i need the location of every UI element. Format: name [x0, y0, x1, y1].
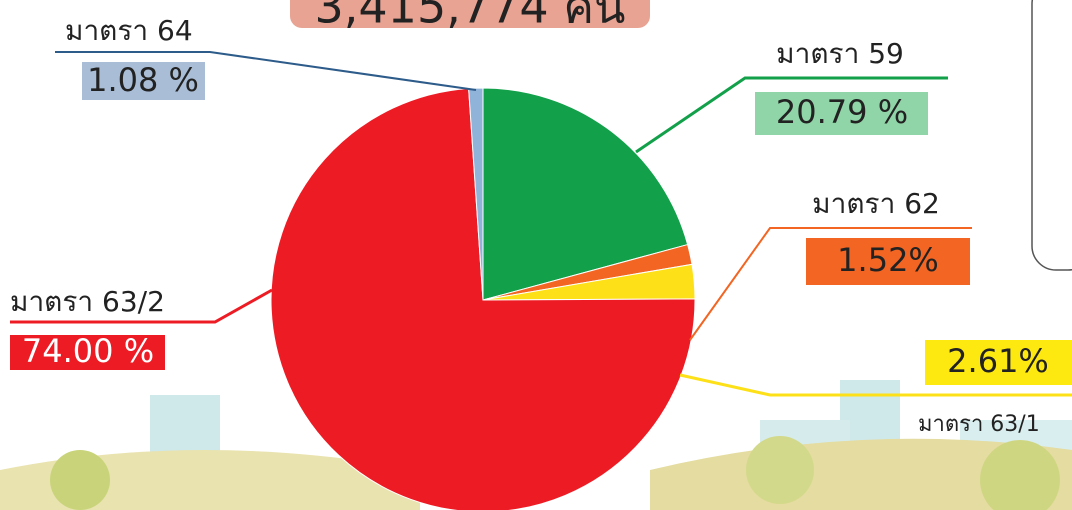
label-box	[755, 92, 928, 135]
legend-label: มาตรา 64	[65, 14, 193, 47]
pie-slice	[270, 87, 696, 510]
label-box	[925, 340, 1072, 385]
legend-label: มาตรา 63/2	[10, 285, 165, 318]
title-box	[290, 0, 650, 28]
label-box	[82, 62, 205, 100]
chart-title: 3,415,774 คน	[315, 0, 626, 34]
leader-lines	[10, 51, 1072, 397]
legend-label: มาตรา 62	[812, 187, 940, 220]
data-label: 1.08 %	[87, 61, 199, 99]
legend-label: มาตรา 59	[776, 37, 904, 70]
pie	[270, 87, 696, 510]
label-box	[806, 238, 970, 285]
data-label: 2.61%	[947, 342, 1049, 380]
legend-label: มาตรา 63/1	[918, 412, 1040, 437]
data-label: 20.79 %	[776, 93, 908, 131]
data-label: 74.00 %	[22, 332, 154, 370]
data-label: 1.52%	[837, 241, 939, 279]
pie-slice	[482, 87, 689, 301]
label-box	[10, 335, 165, 370]
